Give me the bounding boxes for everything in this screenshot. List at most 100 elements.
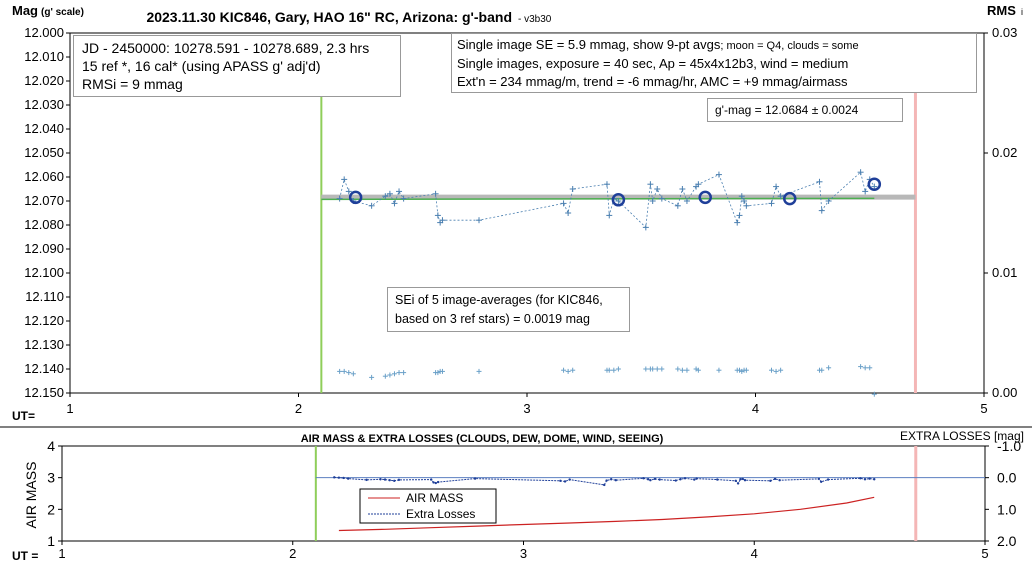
single-image-point [400,195,407,202]
single-image-point [345,188,352,195]
info-moon: ; moon = Q4, clouds = some [720,40,859,52]
upper-y2-tick-label: 0.03 [992,25,1017,40]
single-image-point [695,181,702,188]
sei-line2: based on 3 ref stars) = 0.0019 mag [395,312,590,326]
single-image-point [368,202,375,209]
extra-losses-point [333,476,336,479]
rmsi-point [337,368,343,374]
info-rmsi-line: RMSi = 9 mmag [82,76,183,92]
single-image-point [862,188,869,195]
extra-losses-point [642,477,645,480]
rmsi-point [858,364,864,370]
extra-losses-point [432,481,435,484]
extra-losses-point [778,479,781,482]
upper-y-tick-label: 12.110 [25,289,64,304]
lower-y2-tick-label: -1.0 [997,438,1021,454]
single-image-point [649,198,656,204]
trend-line [321,197,875,201]
rmsi-point [570,367,576,373]
extra-losses-point [859,477,862,480]
extra-losses-point [693,478,696,481]
single-image-point [741,198,748,204]
extra-losses-point [819,480,823,483]
extra-losses-point [563,480,567,483]
rmsi-point [659,366,665,372]
upper-y-tick-label: 12.140 [24,361,64,376]
extra-losses-point [817,477,821,481]
upper-y-tick-label: 12.090 [24,241,64,256]
upper-y-tick-label: 12.020 [24,73,64,88]
rmsi-point [743,367,749,373]
single-image-point [654,186,661,192]
upper-y2-tick-label: 0.02 [992,145,1017,160]
rmsi-point [350,371,356,377]
single-image-point [434,212,441,219]
ut-label-top: UT= [12,409,35,423]
upper-y-tick-label: 12.150 [24,385,64,400]
single-image-point [382,193,389,200]
average-point [783,191,797,206]
rmsi-point [778,367,784,373]
rmsi-point [684,367,690,373]
info-ref-line: 15 ref *, 16 cal* (using APASS g' adj'd) [82,58,321,74]
rmsi-point [773,368,779,374]
extra-losses-point [365,478,368,482]
rmsi-point [606,367,612,373]
rmsi-point [396,370,402,376]
upper-y-tick-label: 12.130 [24,337,64,352]
extra-losses-point [393,479,396,483]
single-image-point [683,198,690,204]
single-image-point [773,183,780,190]
rmsi-point [826,365,832,371]
rmsi-point [716,367,722,373]
single-image-point [606,212,613,219]
rmsi-point [867,365,873,371]
extra-losses-point [646,478,650,481]
single-image-point [816,178,823,185]
rmsi-point [679,367,685,373]
info-box-right: Single image SE = 5.9 mmag, show 9-pt av… [451,33,977,93]
single-image-point [336,195,343,202]
upper-y-tick-label: 12.030 [24,97,64,112]
lower-y2-tick-label: 2.0 [997,533,1017,549]
info-box-left: JD - 2450000: 10278.591 - 10278.689, 2.3… [73,35,401,97]
rmsi-point [695,367,701,373]
rmsi-point [675,366,681,372]
average-point [348,190,363,205]
sei-line1: SEi of 5 image-averages (for KIC846, [395,293,603,307]
single-image-point [777,193,784,200]
single-image-point [642,224,649,231]
single-image-point [565,210,572,216]
lower-right-axis-label: EXTRA LOSSES [mag] [900,429,1024,443]
extra-losses-point [434,481,438,485]
extra-losses-point [769,479,772,483]
upper-y-tick-label: 12.040 [24,121,64,136]
extra-losses-line [334,476,875,486]
rmsi-point [341,368,347,374]
extra-losses-point [739,478,742,481]
info-jd-line: JD - 2450000: 10278.591 - 10278.689, 2.3… [82,40,370,56]
single-image-point [560,200,567,207]
lower-x-tick-label: 2 [289,546,296,561]
upper-x-tick-label: 4 [752,401,759,416]
single-image-point [603,181,610,188]
single-image-point [743,202,750,209]
upper-x-tick-label: 3 [523,401,530,416]
rmsi-point [439,368,445,374]
single-image-point [432,190,439,197]
extra-losses-point [736,482,740,485]
extra-losses-point [649,479,652,482]
extra-losses-point [679,478,682,481]
single-image-point [738,193,745,200]
extra-losses-point [826,478,830,481]
extra-losses-point [337,476,341,479]
upper-y-tick-label: 12.120 [24,313,64,328]
rmsi-point [768,367,774,373]
legend-extra-losses-label: Extra Losses [406,507,475,521]
single-image-point [439,217,446,224]
rmsi-point [476,368,482,374]
extra-losses-point [379,478,382,481]
lower-x-tick-label: 4 [751,546,758,561]
extra-losses-point [568,478,571,481]
single-image-point [569,186,576,192]
